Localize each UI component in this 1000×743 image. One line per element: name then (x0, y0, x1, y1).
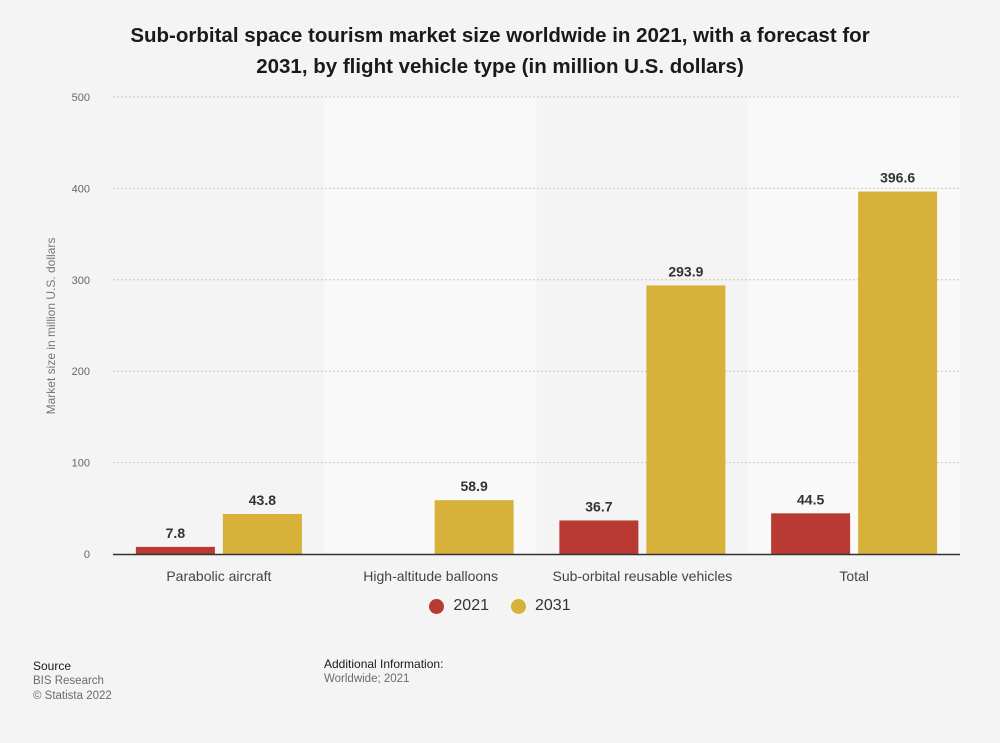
category-band (113, 97, 325, 554)
additional-info-text: Worldwide; 2021 (324, 673, 410, 685)
gridlines (113, 96, 960, 464)
x-tick-label: Sub-orbital reusable vehicles (552, 568, 732, 584)
x-tick-label: Total (839, 568, 869, 584)
y-axis-ticks: 0 100 200 300 400 500 (72, 92, 90, 561)
additional-info-heading: Additional Information: (324, 657, 444, 671)
source-name: BIS Research (33, 675, 104, 687)
y-tick-label: 500 (72, 92, 90, 104)
x-tick-label: High-altitude balloons (363, 568, 498, 584)
bar-2031-0[interactable] (222, 513, 302, 554)
y-tick-label: 200 (72, 366, 90, 378)
y-tick-label: 100 (72, 458, 90, 470)
category-band (324, 97, 537, 554)
data-label-2021-3: 44.5 (797, 491, 824, 507)
legend-item-2031[interactable]: 2031 (511, 597, 571, 615)
bar-2021-3[interactable] (771, 513, 851, 554)
source-block: Source BIS Research © Statista 2022 (33, 659, 112, 704)
data-label-2031-1: 58.9 (461, 478, 488, 494)
data-label-2021-0: 7.8 (166, 525, 186, 541)
data-label-2031-0: 43.8 (249, 492, 276, 508)
chart-title-line-1: Sub-orbital space tourism market size wo… (130, 24, 870, 47)
category-bands (113, 97, 960, 554)
bar-2031-2[interactable] (646, 285, 726, 554)
legend-label-2021: 2021 (453, 597, 489, 614)
data-label-2021-2: 36.7 (585, 498, 612, 514)
bar-2021-2[interactable] (559, 520, 639, 554)
legend-marker-2021 (429, 598, 445, 614)
legend-item-2021[interactable]: 2021 (429, 597, 489, 615)
source-heading: Source (33, 659, 72, 673)
y-tick-label: 400 (72, 183, 90, 195)
bar-2031-1[interactable] (434, 500, 514, 554)
copyright: © Statista 2022 (33, 690, 112, 702)
bars (135, 191, 938, 554)
chart-title: Sub-orbital space tourism market size wo… (100, 20, 900, 82)
x-tick-label: Parabolic aircraft (166, 568, 271, 584)
legend-marker-2031 (511, 598, 526, 614)
additional-info-block: Additional Information: Worldwide; 2021 (324, 657, 443, 687)
bar-2021-0[interactable] (135, 546, 215, 554)
y-tick-label: 0 (84, 549, 90, 561)
bar-2031-3[interactable] (858, 191, 938, 554)
data-label-2031-3: 396.6 (880, 170, 915, 186)
y-tick-label: 300 (72, 275, 90, 287)
chart-title-line-2: 2031, by flight vehicle type (in million… (256, 55, 744, 78)
x-axis-ticks: Parabolic aircraft High-altitude balloons… (166, 568, 869, 584)
y-axis-label: Market size in million U.S. dollars (44, 238, 58, 415)
legend: 2021 2031 (0, 597, 1000, 615)
legend-label-2031: 2031 (535, 597, 571, 614)
data-label-2031-2: 293.9 (668, 263, 703, 279)
data-labels: 7.8 43.8 58.9 36.7 293.9 44.5 396.6 (166, 170, 916, 541)
